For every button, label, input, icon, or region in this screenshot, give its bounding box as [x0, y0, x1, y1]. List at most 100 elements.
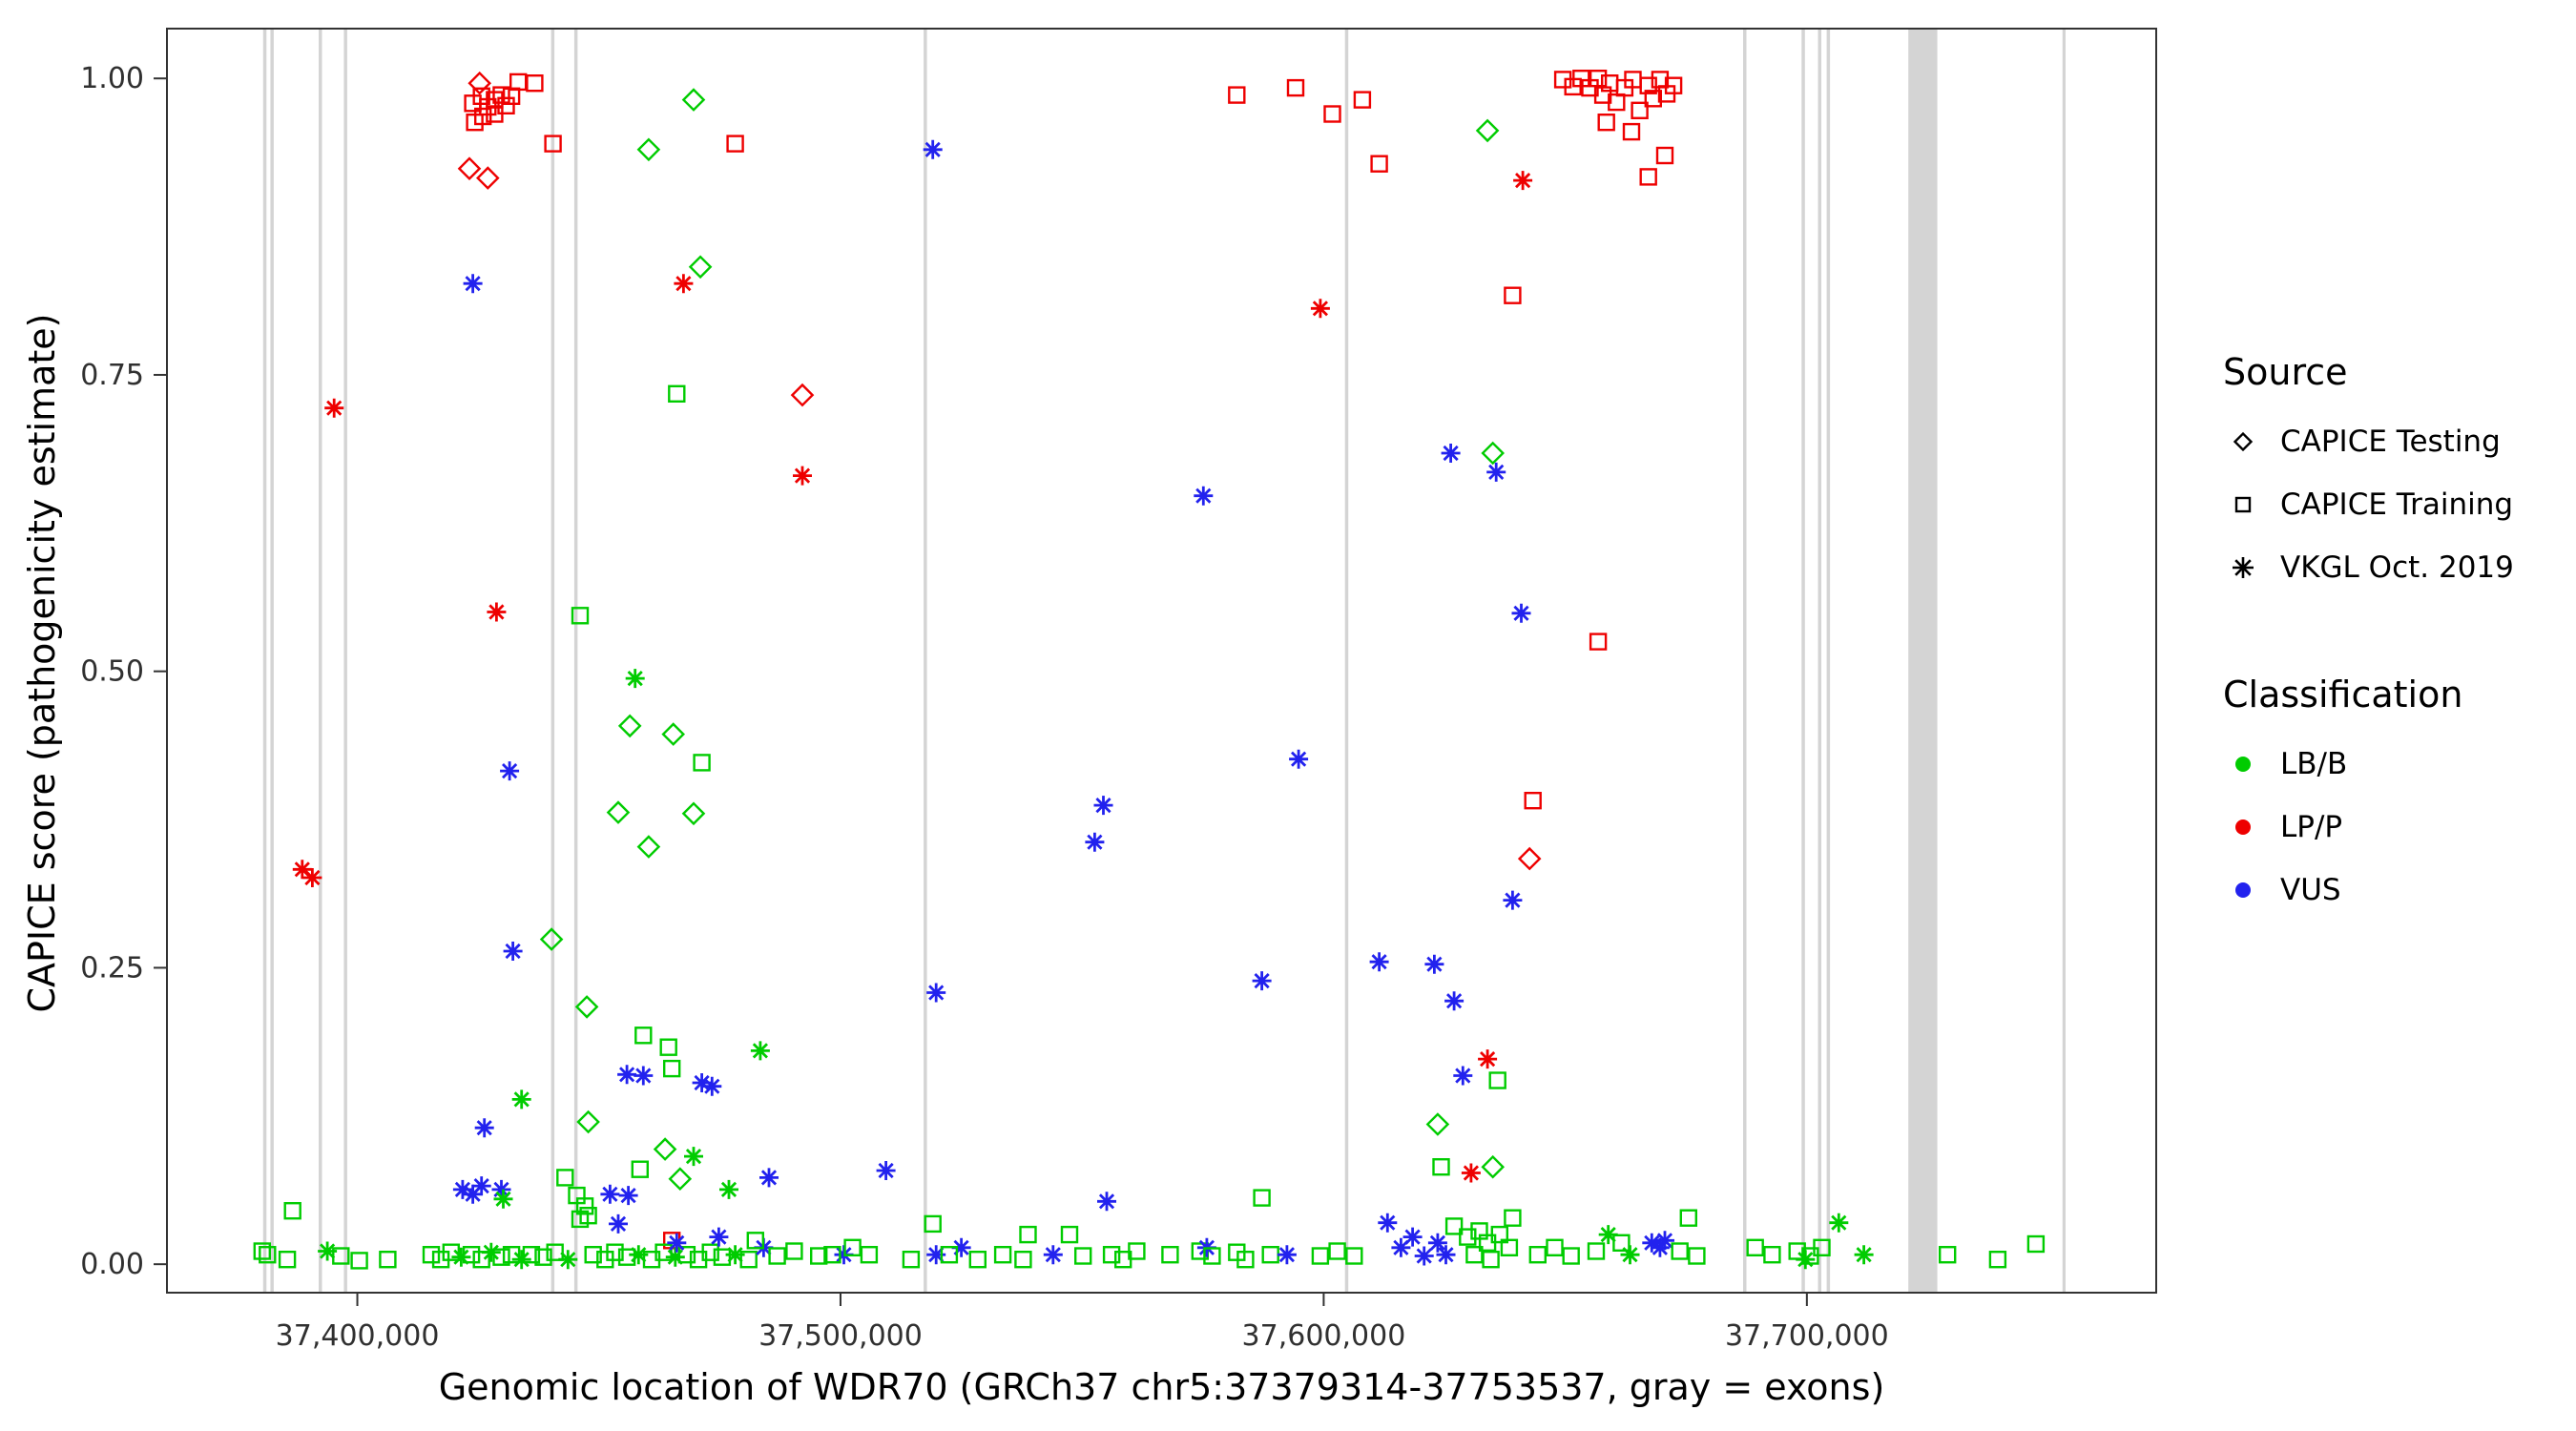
- data-point-diamond: [574, 995, 599, 1019]
- data-point-square: [1019, 1225, 1037, 1244]
- data-point-asterisk: [493, 1189, 513, 1209]
- data-point-square: [462, 1245, 481, 1264]
- data-point-asterisk: [674, 274, 694, 294]
- data-point-square: [1490, 1225, 1509, 1244]
- data-point-square: [924, 1214, 942, 1234]
- x-tick-label: 37,700,000: [1725, 1319, 1889, 1353]
- data-point-square: [2026, 1234, 2046, 1254]
- data-point-diamond: [539, 927, 564, 951]
- data-point-asterisk: [702, 1076, 722, 1096]
- data-point-square: [1813, 1238, 1831, 1257]
- data-point-diamond: [617, 714, 642, 738]
- data-point-asterisk: [684, 1147, 703, 1167]
- exon-region: [1826, 29, 1831, 1293]
- exon-region: [2062, 29, 2066, 1293]
- data-point-square: [668, 384, 686, 403]
- exon-region: [573, 29, 578, 1293]
- data-point-diamond: [606, 800, 631, 824]
- data-point-square: [1161, 1245, 1179, 1264]
- data-point-asterisk: [487, 602, 507, 622]
- data-point-asterisk: [452, 1179, 472, 1199]
- data-point-square: [534, 1248, 552, 1266]
- data-point-asterisk: [1598, 1225, 1618, 1245]
- data-point-asterisk: [634, 1066, 654, 1086]
- blue-dot-icon: [2235, 882, 2251, 898]
- legend-gap: [2223, 599, 2514, 674]
- data-point-square: [1746, 1238, 1764, 1257]
- data-point-asterisk: [1424, 954, 1444, 974]
- data-point-asterisk: [1277, 1245, 1297, 1265]
- data-point-square: [1587, 1242, 1606, 1260]
- data-point-asterisk: [1391, 1237, 1411, 1257]
- square-open-icon: [2234, 496, 2252, 513]
- data-point-asterisk: [609, 1213, 628, 1234]
- data-point-square: [659, 1038, 677, 1056]
- data-point-asterisk: [1043, 1245, 1063, 1265]
- data-point-asterisk: [511, 1089, 531, 1110]
- data-point-square: [1528, 1245, 1548, 1264]
- data-point-asterisk: [1414, 1246, 1434, 1266]
- data-point-square: [492, 1248, 510, 1266]
- data-point-square: [332, 1247, 350, 1265]
- data-point-asterisk: [600, 1184, 620, 1204]
- data-point-square: [584, 1245, 602, 1264]
- legend-item-vkgl: VKGL Oct. 2019: [2223, 536, 2514, 599]
- data-point-asterisk: [876, 1161, 896, 1180]
- data-point-square: [785, 1242, 803, 1260]
- data-point-square: [1504, 286, 1522, 304]
- data-point-square: [1253, 1189, 1271, 1207]
- data-point-square: [278, 1250, 297, 1269]
- data-point-square: [1631, 101, 1649, 120]
- data-point-asterisk: [1194, 486, 1214, 506]
- data-point-asterisk: [1655, 1231, 1674, 1251]
- data-point-asterisk: [719, 1179, 738, 1199]
- data-point-square: [486, 105, 504, 123]
- data-point-square: [1286, 78, 1305, 97]
- data-point-diamond: [1481, 1154, 1506, 1179]
- data-point-square: [575, 1197, 594, 1215]
- data-point-square: [746, 1232, 764, 1250]
- y-tick-label: 0.50: [80, 655, 144, 689]
- data-point-asterisk: [503, 942, 523, 961]
- data-point-asterisk: [500, 761, 520, 781]
- data-point-square: [693, 754, 711, 772]
- data-point-square: [379, 1250, 397, 1269]
- exon-region: [262, 29, 267, 1293]
- x-tick-label: 37,500,000: [758, 1319, 923, 1353]
- data-point-square: [1504, 1209, 1522, 1227]
- data-point-square: [571, 1210, 590, 1229]
- data-point-asterisk: [1511, 603, 1531, 623]
- data-point-square: [1345, 1247, 1363, 1265]
- data-point-square: [1014, 1250, 1032, 1269]
- data-point-square: [442, 1243, 460, 1261]
- data-point-square: [902, 1250, 921, 1269]
- legend-item-vus: VUS: [2223, 859, 2514, 922]
- data-point-square: [1612, 1234, 1631, 1253]
- legend-source-title: Source: [2223, 351, 2348, 393]
- data-point-square: [1763, 1245, 1781, 1264]
- data-point-asterisk: [558, 1250, 578, 1270]
- legend-item-capice-training: CAPICE Training: [2223, 473, 2514, 536]
- data-point-asterisk: [926, 983, 946, 1003]
- data-point-asterisk: [1441, 444, 1461, 463]
- data-point-square: [472, 87, 490, 106]
- data-point-asterisk: [324, 398, 344, 418]
- data-point-diamond: [661, 722, 686, 746]
- data-point-square: [466, 113, 484, 132]
- data-point-square: [556, 1169, 574, 1187]
- x-tick-label: 37,600,000: [1242, 1319, 1406, 1353]
- legend-item-label: LP/P: [2280, 810, 2343, 844]
- x-axis-title: Genomic location of WDR70 (GRCh37 chr5:3…: [438, 1366, 1885, 1408]
- data-point-square: [993, 1245, 1012, 1264]
- data-point-asterisk: [793, 466, 812, 486]
- data-point-asterisk: [1796, 1250, 1816, 1270]
- exon-region: [1908, 29, 1938, 1293]
- data-point-square: [1203, 1247, 1221, 1265]
- data-point-square: [502, 1245, 521, 1264]
- panel-border: [166, 28, 2157, 1294]
- data-point-diamond: [688, 255, 713, 280]
- data-point-asterisk: [451, 1247, 471, 1267]
- asterisk-icon: [2233, 557, 2254, 578]
- data-point-asterisk: [1369, 952, 1389, 972]
